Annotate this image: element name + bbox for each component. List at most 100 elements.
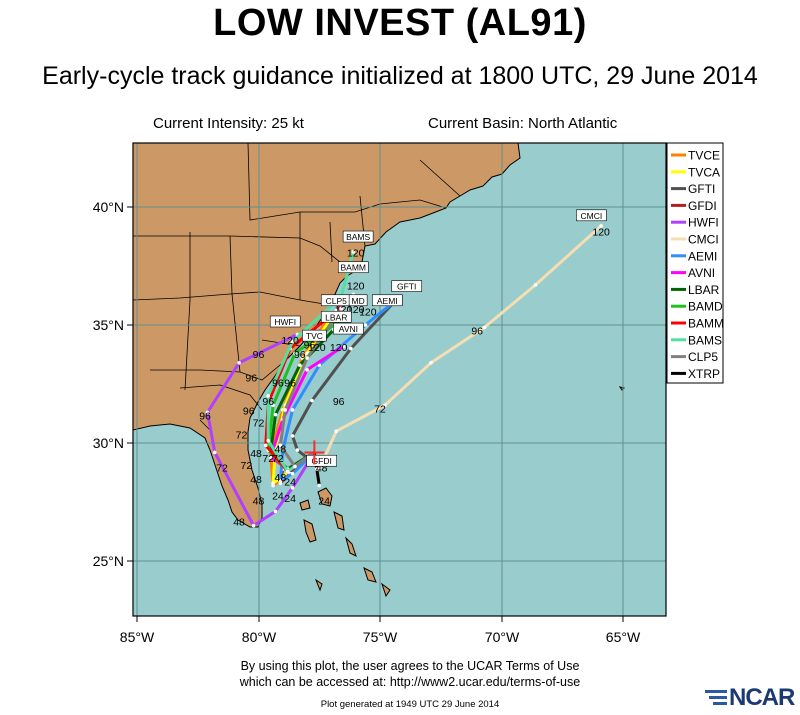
model-label-box — [337, 261, 369, 274]
track-point — [205, 410, 210, 415]
track-point — [305, 368, 309, 372]
forecast-hour-label: 120 — [330, 342, 348, 354]
track-hwfi — [206, 333, 316, 528]
forecast-hour-label: 96 — [333, 396, 345, 408]
legend-label: LBAR — [688, 283, 720, 297]
forecast-hour-label: 120 — [347, 248, 365, 260]
legend-label: TVCE — [688, 149, 720, 163]
y-tick-label: 40°N — [93, 199, 124, 215]
forecast-hour-label: 72 — [262, 453, 274, 465]
forecast-hour-label: 72 — [236, 429, 248, 441]
current-position-marker — [304, 440, 325, 465]
forecast-hour-label: 96 — [471, 325, 483, 337]
legend-label: TVCA — [688, 165, 720, 179]
forecast-hour-label: 48 — [233, 517, 245, 529]
track-point — [290, 471, 295, 476]
legend-label: AVNI — [688, 266, 715, 280]
bahamas-islands — [299, 386, 625, 598]
y-tick-label: 25°N — [93, 553, 124, 569]
forecast-hour-label: 120 — [347, 281, 365, 293]
track-point — [317, 483, 322, 488]
track-point — [266, 394, 271, 398]
forecast-hour-label: 24 — [318, 495, 330, 507]
x-tick-label: 65°W — [606, 629, 641, 645]
model-label: CMCI — [581, 211, 603, 221]
forecast-hour-label: 96 — [304, 340, 316, 352]
x-tick-label: 75°W — [363, 629, 398, 645]
model-label-box — [371, 294, 403, 307]
track-point — [271, 403, 275, 408]
forecast-hour-label: 96 — [262, 396, 274, 408]
forecast-hour-label: 72 — [272, 453, 284, 465]
forecast-hour-label: 72 — [241, 460, 253, 472]
track-point — [283, 408, 288, 412]
forecast-hour-label: 120 — [308, 342, 326, 354]
track-point — [599, 224, 603, 228]
legend-label: GFDI — [688, 199, 717, 213]
model-label-box — [342, 230, 374, 243]
forecast-hour-label: 120 — [281, 335, 299, 347]
forecast-hour-label: 48 — [250, 474, 262, 486]
track-point — [334, 429, 339, 434]
forecast-hour-label: 24 — [284, 493, 296, 505]
track-point — [290, 434, 295, 438]
track-point — [290, 486, 295, 490]
page-title: LOW INVEST (AL91) — [213, 2, 587, 44]
x-tick-label: 70°W — [485, 629, 520, 645]
legend-label: BAMD — [688, 300, 723, 314]
grid-lines — [133, 143, 666, 616]
model-label-box — [302, 329, 327, 342]
legend-label: BAMS — [688, 333, 722, 347]
model-label: GFDI — [312, 456, 332, 466]
forecast-hour-label: 24 — [272, 491, 284, 503]
y-tick-label: 35°N — [93, 317, 124, 333]
axis-labels: 85°W 80°W 75°W 70°W 65°W 25°N 30°N 35°N … — [93, 199, 641, 645]
track-point — [305, 356, 309, 360]
page-subtitle: Early-cycle track guidance initialized a… — [42, 62, 758, 90]
forecast-hour-label: 48 — [275, 472, 287, 484]
forecast-hour-label: 48 — [275, 443, 287, 455]
legend-label: AEMI — [688, 249, 717, 263]
track-point — [293, 351, 297, 356]
model-label: CLP5 — [326, 296, 348, 306]
forecast-hour-label: 96 — [253, 349, 265, 361]
model-label-box — [348, 294, 368, 307]
track-point — [285, 469, 290, 474]
forecast-hour-label: 96 — [294, 349, 306, 361]
model-label-layer: CMCI BAMS BAMM GFTI CLP5 MD AEMI LBAR AVNI HWFI TV… — [269, 209, 607, 467]
track-point — [290, 408, 295, 412]
track-point — [273, 509, 278, 514]
track-point — [295, 448, 300, 452]
model-label-box — [269, 315, 301, 328]
track-point — [273, 412, 278, 417]
track-point — [293, 464, 297, 469]
forecast-hour-label: 24 — [284, 476, 296, 488]
map-frame — [132, 142, 667, 617]
forecast-hour-label: 96 — [243, 406, 255, 418]
model-label: AEMI — [377, 296, 398, 306]
model-label: BAMM — [341, 263, 367, 273]
track-point — [271, 481, 275, 485]
model-label-box — [306, 454, 337, 467]
model-label-box — [576, 209, 607, 222]
legend-label: CMCI — [688, 233, 719, 247]
current-intensity: Current Intensity: 25 kt — [153, 115, 304, 132]
model-label: TVC — [306, 331, 323, 341]
forecast-hour-label: 48 — [316, 462, 328, 474]
track-point — [310, 398, 314, 403]
x-tick-label: 80°W — [242, 629, 277, 645]
x-tick-label: 85°W — [120, 629, 155, 645]
terms-line-2: which can be accessed at: http://www2.uc… — [239, 675, 581, 689]
track-point — [363, 323, 368, 327]
forecast-hour-label: 72 — [216, 462, 228, 474]
track-point — [298, 363, 302, 367]
track-point — [351, 250, 356, 254]
model-label-box — [333, 322, 364, 335]
ncar-logo: NCAR — [703, 684, 795, 711]
track-point — [341, 344, 346, 349]
y-tick-label: 30°N — [93, 435, 124, 451]
ncar-logo-icon — [705, 690, 727, 705]
model-label-box — [391, 280, 423, 292]
track-point — [290, 339, 295, 344]
